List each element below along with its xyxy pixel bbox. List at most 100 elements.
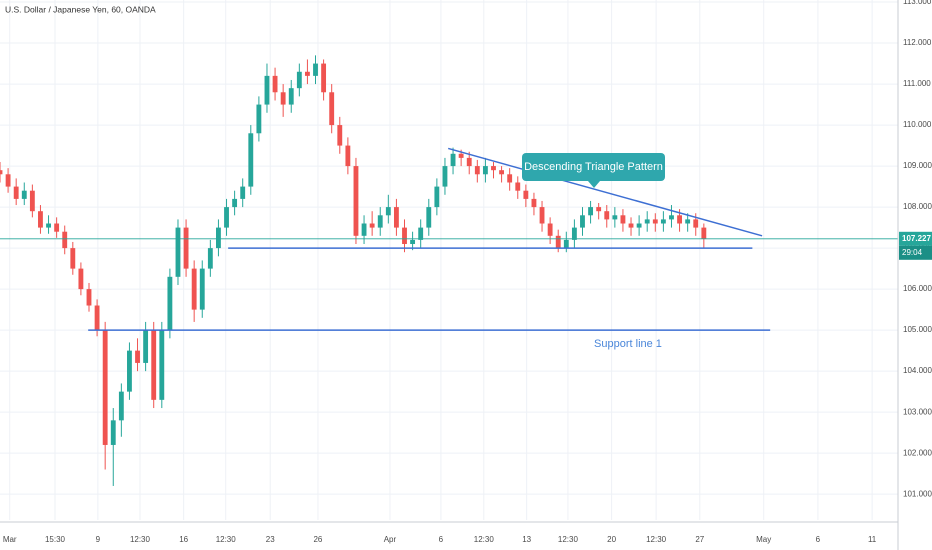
candle-body (677, 215, 682, 224)
candle-body (313, 63, 318, 76)
candle-body (547, 223, 553, 236)
x-tick-label: 26 (313, 535, 322, 544)
candle-body (491, 166, 496, 171)
candle-body (385, 207, 391, 216)
callout-box (522, 153, 665, 181)
candle-body (523, 190, 529, 199)
candle-body (693, 219, 699, 228)
x-tick-label: 12:30 (216, 535, 237, 544)
candle-body (361, 223, 367, 236)
countdown-tag (899, 245, 932, 260)
y-tick-label: 109.000 (903, 161, 932, 170)
candle-body (143, 330, 149, 363)
y-tick-label: 104.000 (903, 366, 932, 375)
chart-title: U.S. Dollar / Japanese Yen, 60, OANDA (5, 4, 156, 14)
drawn-line (447, 147, 763, 237)
candle-body (62, 231, 68, 249)
x-tick-label: 16 (179, 535, 188, 544)
x-tick-label: 23 (266, 535, 275, 544)
candle-body (369, 223, 375, 228)
candle-body (191, 268, 197, 310)
candle-body (418, 227, 424, 240)
x-tick-label: 13 (522, 535, 531, 544)
candle-body (555, 235, 561, 249)
candle-body (450, 153, 456, 167)
y-tick-label: 103.000 (903, 407, 932, 416)
candle-body (701, 227, 707, 239)
candle-body (13, 186, 19, 199)
candle-body (474, 166, 480, 175)
candle-body (70, 248, 76, 269)
candle-body (515, 182, 521, 191)
candle-body (353, 166, 359, 236)
candle-body (296, 71, 302, 89)
x-tick-label: 12:30 (130, 535, 151, 544)
candle-body (660, 219, 666, 224)
candle-body (272, 75, 278, 93)
candle-body (256, 104, 262, 134)
x-tick-label: Apr (384, 535, 397, 544)
y-tick-label: 101.000 (903, 489, 932, 498)
candle-body (442, 166, 448, 187)
candle-body (644, 219, 650, 224)
x-tick-label: May (756, 535, 771, 544)
candle-body (393, 207, 399, 228)
candle-body (329, 92, 335, 126)
candle-body (337, 125, 343, 146)
x-tick-label: 9 (96, 535, 101, 544)
candle-body (304, 71, 310, 76)
candle-body (264, 75, 270, 105)
candle-body (94, 305, 100, 331)
candle-body (183, 227, 189, 269)
candle-body (685, 219, 691, 224)
last-price-label: 107.227 (902, 234, 931, 243)
candle-body (54, 223, 60, 232)
candle-body (135, 350, 140, 363)
candle-body (280, 92, 286, 105)
x-tick-label: 6 (439, 535, 444, 544)
x-tick-label: 20 (607, 535, 616, 544)
candle-body (46, 223, 51, 228)
y-tick-label: 113.000 (903, 0, 932, 6)
axes: 101.000 102.000 103.000 104.000 105.000 106.0… (3, 0, 932, 544)
candle-body (127, 350, 132, 392)
callout-pointer (588, 181, 600, 188)
candle-body (240, 186, 246, 199)
candle-body (248, 133, 254, 187)
candle-body (604, 211, 610, 220)
y-tick-label: 108.000 (903, 202, 932, 211)
candle-body (207, 248, 213, 269)
candle-body (38, 211, 43, 228)
y-tick-label: 106.000 (903, 284, 932, 293)
candle-body (232, 198, 238, 208)
candle-body (102, 330, 108, 445)
candle-body (620, 215, 626, 224)
candle-body (466, 157, 472, 167)
candle-body (29, 190, 35, 212)
candle-body (21, 190, 27, 199)
candle-body (224, 207, 229, 228)
x-tick-label: 27 (695, 535, 704, 544)
candle-body (159, 330, 165, 400)
candle-body (636, 223, 642, 228)
countdown-label: 29:04 (902, 248, 923, 257)
candle-body (588, 207, 594, 216)
candle-body (288, 88, 294, 105)
candle-body (0, 170, 3, 175)
candle-body (5, 174, 11, 187)
candle-body (199, 268, 205, 310)
candle-body (596, 207, 602, 212)
candle-body (571, 227, 577, 240)
x-tick-label: 6 (816, 535, 821, 544)
x-tick-label: 15:30 (45, 535, 66, 544)
candle-body (86, 289, 92, 306)
candle-body (458, 153, 464, 158)
callout: Descending Triangle Pattern (522, 153, 665, 188)
candle-body (426, 207, 432, 228)
plot: Descending Triangle Pattern Support line … (0, 55, 898, 486)
x-tick-label: 12:30 (558, 535, 579, 544)
callout-text: Descending Triangle Pattern (524, 161, 663, 173)
candle-body (499, 170, 505, 175)
